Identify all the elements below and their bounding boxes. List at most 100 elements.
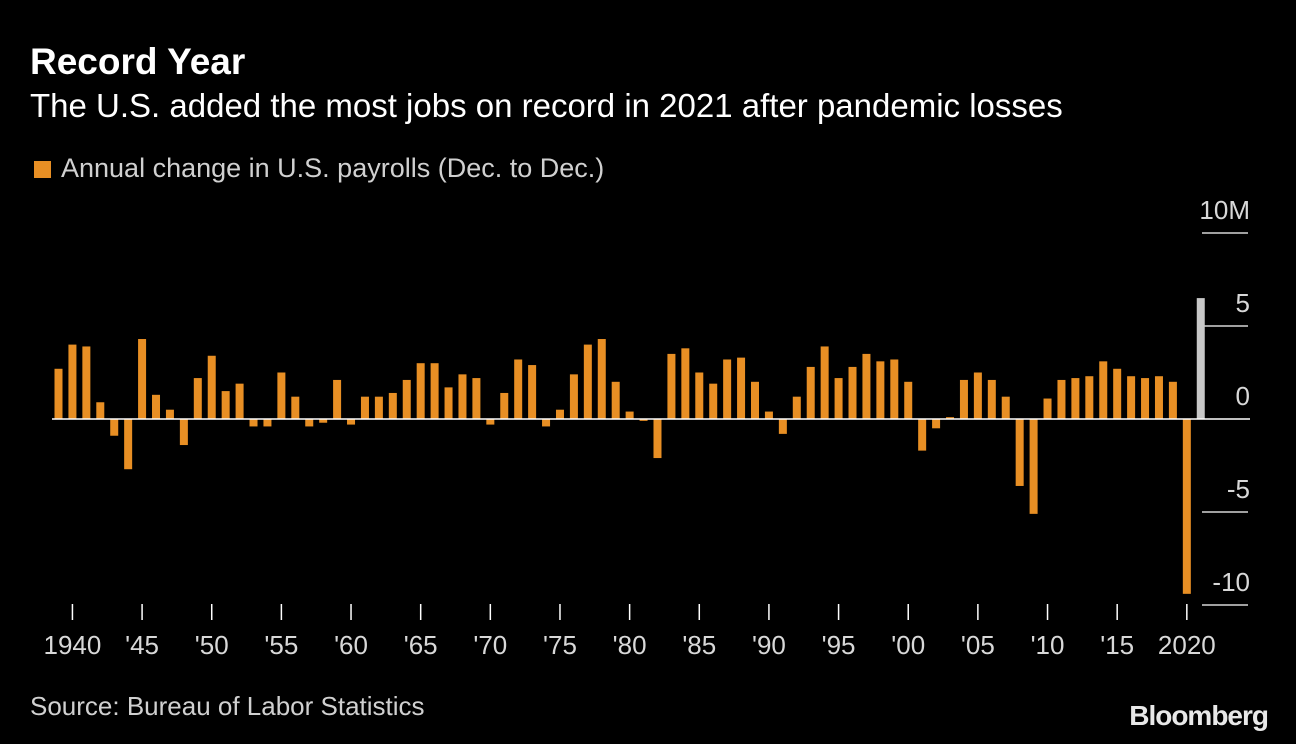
bar-1986 — [709, 383, 718, 419]
y-tick-label: 5 — [1236, 288, 1250, 318]
bar-1988 — [737, 357, 746, 419]
x-axis-ticks — [71, 604, 1188, 620]
bar-2012 — [1071, 378, 1080, 419]
bar-1982 — [653, 419, 662, 459]
bars — [54, 298, 1205, 594]
x-tick-label: '65 — [404, 630, 438, 660]
x-tick-label: '10 — [1031, 630, 1065, 660]
bar-1961 — [360, 396, 369, 419]
x-tick-label: 1940 — [44, 630, 102, 660]
bar-1978 — [597, 339, 606, 419]
legend-label: Annual change in U.S. payrolls (Dec. to … — [61, 153, 605, 183]
bar-1963 — [388, 392, 397, 419]
bar-1993 — [806, 366, 815, 419]
bar-1974 — [542, 419, 551, 427]
x-tick-label: 2020 — [1158, 630, 1216, 660]
bar-2011 — [1057, 379, 1066, 419]
bar-1942 — [96, 402, 105, 419]
bar-1967 — [444, 387, 453, 419]
bar-1940 — [68, 344, 77, 419]
bar-1970 — [486, 419, 495, 425]
bar-2009 — [1029, 419, 1038, 514]
bar-2016 — [1127, 376, 1136, 419]
bar-1977 — [583, 344, 592, 419]
bar-2010 — [1043, 398, 1052, 419]
bar-2017 — [1141, 378, 1150, 419]
bar-1949 — [193, 378, 202, 419]
bar-2000 — [904, 381, 913, 419]
bar-2007 — [1001, 396, 1010, 419]
bar-1960 — [347, 419, 356, 425]
chart-subtitle: The U.S. added the most jobs on record i… — [30, 87, 1063, 124]
bar-1989 — [751, 381, 759, 419]
bar-1954 — [263, 419, 272, 427]
bar-1969 — [472, 378, 481, 419]
chart-title: Record Year — [30, 41, 246, 82]
bar-1941 — [82, 346, 91, 419]
bar-1968 — [458, 374, 467, 419]
y-axis-labels: 10M 5 0 -5 -10 — [1199, 195, 1250, 597]
bar-1985 — [695, 372, 704, 419]
bar-1976 — [569, 374, 578, 419]
x-axis-labels: 1940 '45 '50 '55 '60 '65 '70 '75 '80 '85 '90 '95 '00… — [44, 630, 1216, 660]
legend: Annual change in U.S. payrolls (Dec. to … — [34, 150, 604, 186]
x-tick-label: '45 — [125, 630, 159, 660]
x-tick-label: '90 — [752, 630, 786, 660]
bar-1971 — [500, 392, 509, 419]
bar-1965 — [416, 363, 425, 419]
bar-1953 — [249, 419, 258, 427]
bar-1981 — [639, 419, 648, 421]
x-tick-label: '80 — [613, 630, 647, 660]
bar-1972 — [514, 359, 523, 419]
bar-1966 — [430, 363, 439, 419]
bar-2013 — [1085, 376, 1094, 419]
bar-1944 — [124, 419, 133, 470]
bar-2008 — [1015, 419, 1024, 486]
bar-1979 — [611, 381, 620, 419]
source-note: Source: Bureau of Labor Statistics — [30, 691, 425, 721]
x-tick-label: '05 — [961, 630, 995, 660]
bar-2002 — [932, 419, 941, 429]
bar-2006 — [987, 379, 996, 419]
bar-1945 — [138, 339, 147, 419]
bar-1996 — [848, 366, 857, 419]
x-tick-label: '85 — [682, 630, 716, 660]
bar-1957 — [305, 419, 314, 427]
bar-2003 — [946, 417, 955, 419]
bar-2015 — [1113, 368, 1122, 419]
legend-swatch — [34, 161, 51, 178]
x-tick-label: '15 — [1100, 630, 1134, 660]
bar-1948 — [179, 419, 188, 446]
bar-1939 — [54, 368, 63, 419]
bar-1950 — [207, 355, 216, 419]
bar-1952 — [235, 383, 244, 419]
x-tick-label: '50 — [195, 630, 229, 660]
y-tick-label: -5 — [1227, 474, 1250, 504]
y-tick-label: -10 — [1212, 567, 1250, 597]
bar-1999 — [890, 359, 899, 419]
bar-1983 — [667, 353, 676, 419]
bar-1984 — [681, 348, 690, 419]
bar-1946 — [152, 394, 161, 419]
x-tick-label: '70 — [473, 630, 507, 660]
bar-2014 — [1099, 361, 1108, 419]
bar-1980 — [625, 411, 634, 419]
x-tick-label: '00 — [891, 630, 925, 660]
x-tick-label: '95 — [822, 630, 856, 660]
bar-2020 — [1182, 419, 1191, 594]
bar-1991 — [778, 419, 787, 434]
bar-1994 — [820, 346, 829, 419]
bar-1990 — [764, 411, 773, 419]
bar-2021 — [1196, 298, 1205, 419]
bar-1958 — [319, 419, 328, 423]
bloomberg-logo: Bloomberg — [1129, 700, 1269, 731]
bar-1947 — [165, 409, 174, 419]
bar-1973 — [528, 365, 537, 419]
bar-1956 — [291, 396, 300, 419]
x-tick-label: '60 — [334, 630, 368, 660]
x-tick-label: '75 — [543, 630, 577, 660]
bar-1995 — [834, 378, 843, 419]
bar-1997 — [862, 353, 871, 419]
bar-2018 — [1154, 376, 1163, 419]
